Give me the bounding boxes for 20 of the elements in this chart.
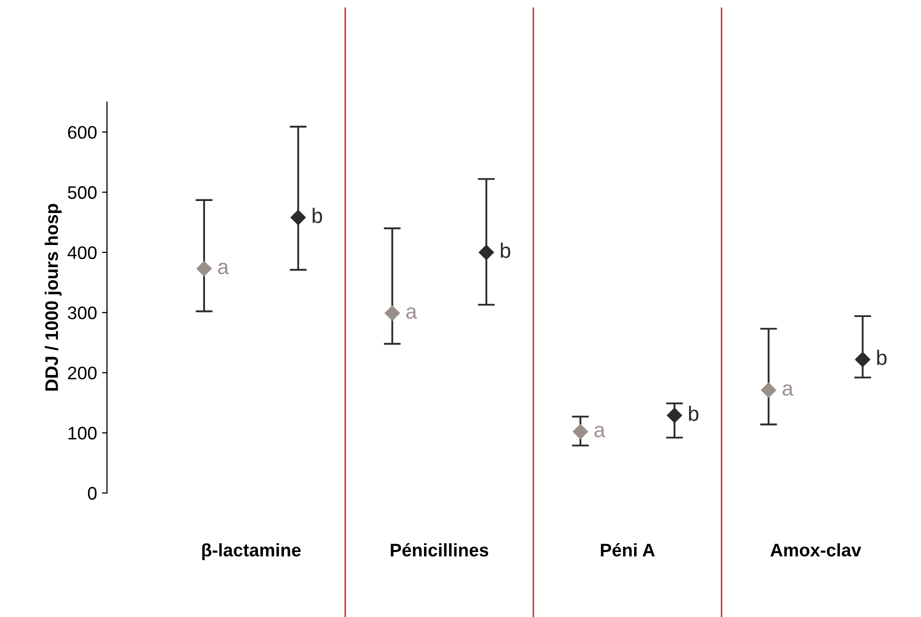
x-tick-label: Pénicillines <box>390 543 488 556</box>
y-tick-label: 0 <box>88 486 97 500</box>
series-label: b <box>312 208 322 224</box>
y-axis-title: DDJ / 1000 jours hosp <box>44 204 62 391</box>
y-tick-label: 600 <box>68 126 97 139</box>
x-tick-label: Péni A <box>600 543 655 556</box>
x-tick-label: Amox-clav <box>770 543 862 556</box>
y-tick-label: 300 <box>68 306 97 320</box>
text: a <box>406 307 418 319</box>
text: b <box>689 406 698 421</box>
y-tick-label: 200 <box>68 366 97 380</box>
text: a <box>782 384 794 396</box>
x-tick-label: β-lactamine <box>202 543 301 560</box>
text: a <box>594 426 606 438</box>
y-tick-label: 500 <box>68 186 97 199</box>
y-tick-label: 100 <box>68 426 97 440</box>
y-tick-label: 400 <box>68 246 97 260</box>
text: b <box>877 350 887 366</box>
series-label: a <box>218 262 229 274</box>
text: b <box>500 242 510 258</box>
